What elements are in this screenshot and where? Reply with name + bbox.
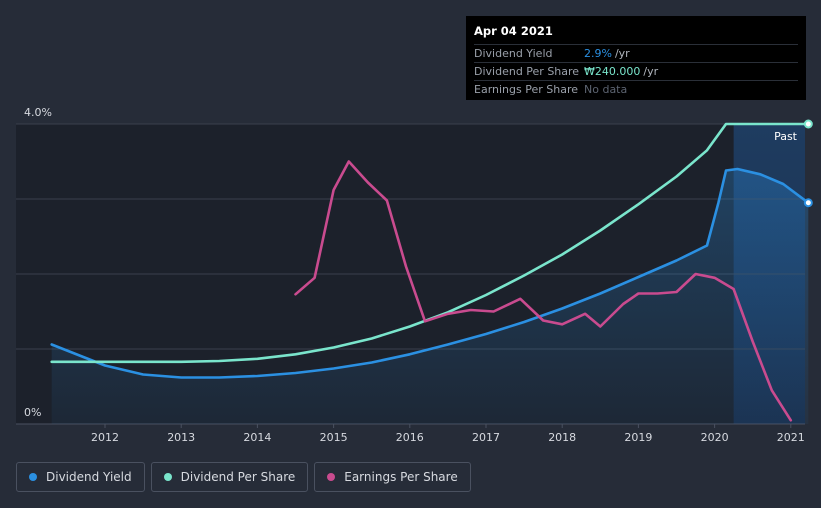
legend-label: Earnings Per Share: [344, 470, 458, 484]
tooltip-row-dividend-yield: Dividend Yield 2.9% /yr: [474, 44, 798, 62]
tooltip: Apr 04 2021 Dividend Yield 2.9% /yr Divi…: [466, 16, 806, 100]
dividend-yield-area: [51, 169, 809, 424]
tooltip-label: Dividend Per Share: [474, 65, 580, 78]
x-tick-label: 2021: [777, 431, 805, 444]
series-end-marker: [803, 119, 813, 129]
x-tick-label: 2015: [320, 431, 348, 444]
tooltip-date: Apr 04 2021: [474, 24, 553, 38]
tooltip-value: ₩240.000: [584, 65, 641, 78]
tooltip-unit: /yr: [643, 65, 659, 78]
dividend-per-share-line: [50, 122, 810, 364]
legend-dot-icon: [163, 473, 172, 481]
x-tick-label: 2016: [396, 431, 424, 444]
legend-item-earnings-per-share[interactable]: Earnings Per Share: [314, 462, 471, 492]
tooltip-value: 2.9%: [584, 47, 612, 60]
legend-item-dividend-per-share[interactable]: Dividend Per Share: [150, 462, 309, 492]
legend-dot-icon: [327, 473, 336, 481]
y-tick-label: 0%: [24, 406, 41, 419]
legend: Dividend Yield Dividend Per Share Earnin…: [16, 462, 471, 492]
tooltip-value: No data: [584, 83, 628, 96]
legend-label: Dividend Per Share: [180, 470, 296, 484]
x-tick-label: 2014: [243, 431, 271, 444]
tooltip-row-earnings-per-share: Earnings Per Share No data: [474, 80, 798, 98]
tooltip-row-dividend-per-share: Dividend Per Share ₩240.000 /yr: [474, 62, 798, 80]
x-tick-label: 2019: [624, 431, 652, 444]
y-tick-label: 4.0%: [24, 106, 52, 119]
x-tick-label: 2020: [701, 431, 729, 444]
past-label: Past: [774, 130, 798, 143]
tooltip-label: Dividend Yield: [474, 47, 553, 60]
legend-item-dividend-yield[interactable]: Dividend Yield: [16, 462, 145, 492]
series-end-marker: [803, 198, 813, 208]
legend-dot-icon: [29, 473, 37, 481]
x-tick-label: 2017: [472, 431, 500, 444]
dividend-yield-line: [50, 167, 810, 379]
x-tick-label: 2013: [167, 431, 195, 444]
earnings-per-share-line: [294, 160, 793, 422]
x-tick-label: 2012: [91, 431, 119, 444]
x-tick-label: 2018: [548, 431, 576, 444]
legend-label: Dividend Yield: [46, 470, 132, 484]
tooltip-unit: /yr: [614, 47, 630, 60]
tooltip-label: Earnings Per Share: [474, 83, 579, 96]
